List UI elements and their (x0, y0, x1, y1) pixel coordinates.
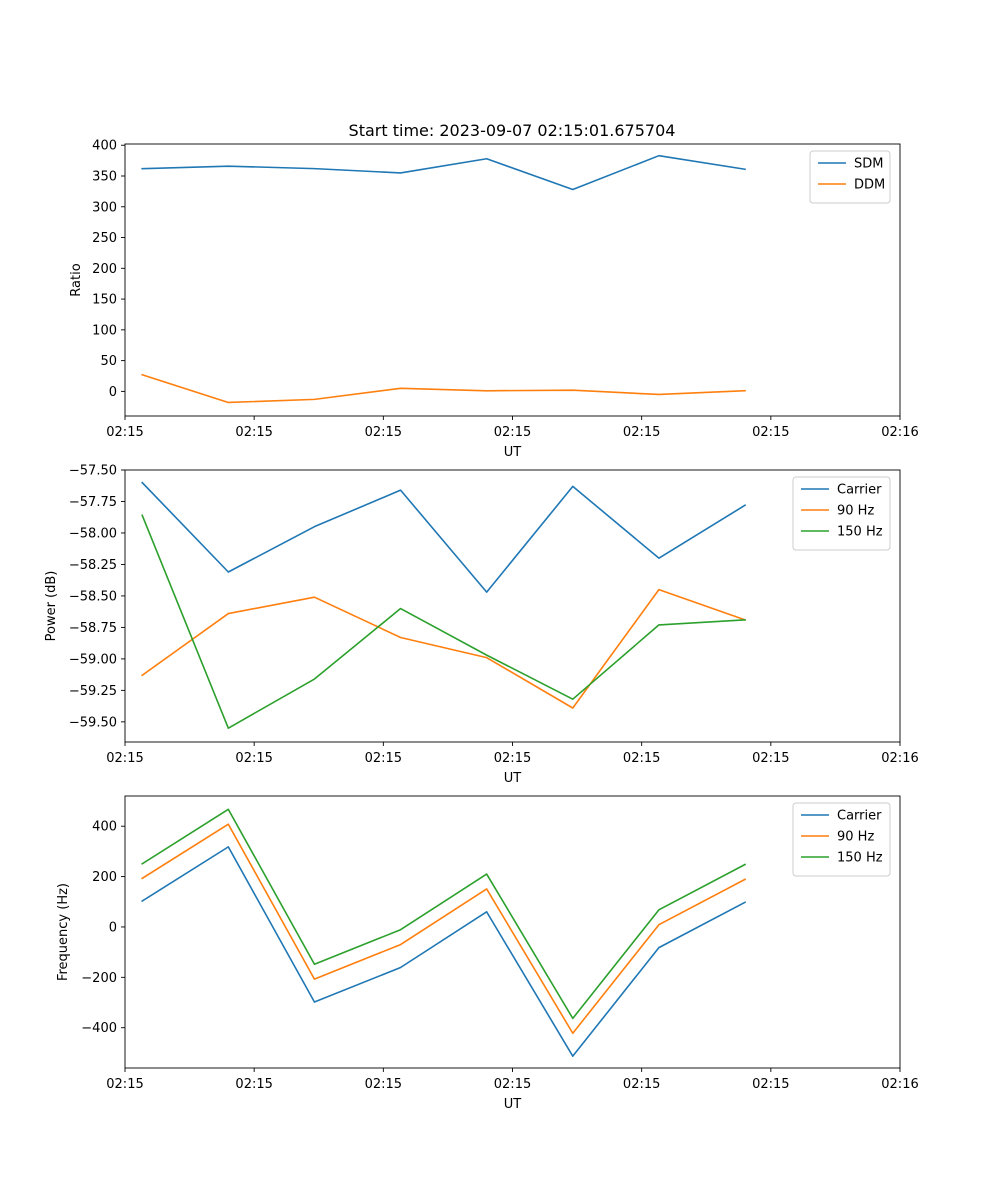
frequency-x-tick-label: 02:15 (494, 1077, 531, 1092)
frequency-x-tick-label: 02:15 (106, 1077, 143, 1092)
frequency-x-tick-label: 02:15 (235, 1077, 272, 1092)
power-legend-label: 150 Hz (837, 525, 883, 540)
power-series-90-hz (141, 588, 747, 709)
frequency-x-tick-label: 02:15 (365, 1077, 402, 1092)
ratio-x-tick-label: 02:15 (235, 425, 272, 440)
frequency-x-tick-label: 02:16 (881, 1077, 918, 1092)
ratio-x-axis-label: UT (504, 445, 522, 460)
ratio-series-ddm (141, 373, 746, 404)
ratio-series-sdm (141, 154, 746, 191)
ratio-y-tick-label: 250 (92, 231, 117, 246)
power-legend-label: Carrier (837, 483, 882, 498)
frequency-legend-label: Carrier (837, 809, 882, 824)
power-legend-label: 90 Hz (837, 504, 874, 519)
frequency-y-axis-label: Frequency (Hz) (56, 883, 71, 981)
frequency-series-carrier (141, 846, 747, 1057)
ratio-y-tick-label: 400 (92, 139, 117, 154)
panels: 02:15 02:15 02:15 02:15 02:15 02:15 02:16 0 50 10… (44, 139, 919, 1112)
power-y-tick-label: −59.25 (69, 684, 117, 699)
power-legend: Carrier 90 Hz 150 Hz (792, 476, 891, 551)
power-x-tick-label: 02:15 (365, 751, 402, 766)
ratio-legend: SDM DDM (809, 150, 891, 204)
ratio-legend-label: SDM (854, 157, 883, 172)
power-y-tick-label: −58.50 (69, 589, 117, 604)
ratio-y-tick-label: 150 (92, 293, 117, 308)
power-x-tick-label: 02:15 (494, 751, 531, 766)
power-x-tick-label: 02:16 (881, 751, 918, 766)
frequency-y-tick-label: 400 (92, 820, 117, 835)
chart-frequency: 02:15 02:15 02:15 02:15 02:15 02:15 02:16 −400 −… (56, 795, 919, 1112)
ratio-y-tick-label: 350 (92, 170, 117, 185)
power-y-tick-label: −58.75 (69, 621, 117, 636)
ratio-y-axis-label: Ratio (69, 263, 84, 296)
frequency-x-tick-label: 02:15 (752, 1077, 789, 1092)
ratio-x-tick-label: 02:15 (623, 425, 660, 440)
power-x-tick-label: 02:15 (752, 751, 789, 766)
ratio-y-tick-label: 300 (92, 200, 117, 215)
frequency-y-tick-label: 0 (109, 920, 117, 935)
frequency-legend-label: 90 Hz (837, 830, 874, 845)
ratio-y-tick-label: 0 (109, 385, 117, 400)
frequency-y-tick-label: −200 (81, 971, 117, 986)
ratio-x-tick-label: 02:15 (365, 425, 402, 440)
frequency-y-tick-label: 200 (92, 870, 117, 885)
power-series-carrier (141, 481, 747, 593)
power-x-tick-label: 02:15 (623, 751, 660, 766)
power-series-150-hz (141, 514, 746, 729)
power-y-axis-label: Power (dB) (44, 571, 59, 642)
ratio-legend-box (809, 150, 891, 204)
frequency-legend-label: 150 Hz (837, 851, 883, 866)
chart-power: 02:15 02:15 02:15 02:15 02:15 02:15 02:16 −57.5… (44, 464, 919, 787)
power-y-tick-label: −59.50 (69, 715, 117, 730)
frequency-y-tick-label: −400 (81, 1021, 117, 1036)
power-x-axis-label: UT (504, 771, 522, 786)
frequency-series-90-hz (141, 823, 747, 1035)
figure-title: Start time: 2023-09-07 02:15:01.675704 (349, 121, 676, 140)
ratio-y-tick-label: 100 (92, 323, 117, 338)
ratio-x-tick-label: 02:15 (494, 425, 531, 440)
chart-ratio: 02:15 02:15 02:15 02:15 02:15 02:15 02:16 0 50 10… (69, 139, 919, 460)
power-x-tick-label: 02:15 (235, 751, 272, 766)
power-y-tick-label: −59.00 (69, 652, 117, 667)
ratio-legend-label: DDM (854, 178, 885, 193)
frequency-x-axis-label: UT (504, 1097, 522, 1112)
power-x-tick-label: 02:15 (106, 751, 143, 766)
ratio-x-tick-label: 02:16 (881, 425, 918, 440)
power-y-tick-label: −58.25 (69, 558, 117, 573)
power-y-tick-label: −58.00 (69, 526, 117, 541)
power-y-tick-label: −57.50 (69, 464, 117, 479)
ratio-x-tick-label: 02:15 (106, 425, 143, 440)
frequency-x-tick-label: 02:15 (623, 1077, 660, 1092)
ratio-y-tick-label: 50 (100, 354, 117, 369)
ratio-y-tick-label: 200 (92, 262, 117, 277)
ratio-x-tick-label: 02:15 (752, 425, 789, 440)
power-y-tick-label: −57.75 (69, 495, 117, 510)
frequency-series-150-hz (141, 808, 747, 1020)
frequency-legend: Carrier 90 Hz 150 Hz (792, 802, 891, 877)
